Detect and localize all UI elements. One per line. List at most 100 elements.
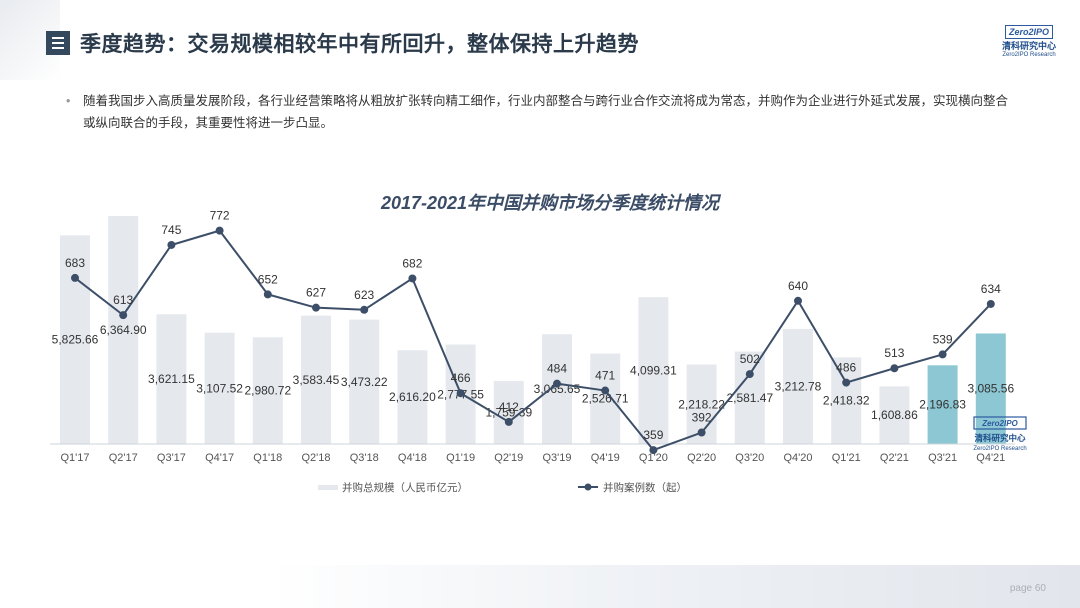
bar-value-label-5: 3,583.45 — [293, 373, 340, 387]
x-tick-label-12: Q1'20 — [639, 452, 668, 464]
line-point-5 — [312, 303, 320, 312]
x-tick-label-10: Q3'19 — [542, 452, 571, 464]
line-value-label-11: 471 — [595, 369, 615, 383]
x-tick-label-14: Q3'20 — [735, 452, 764, 464]
x-tick-label-17: Q2'21 — [880, 452, 909, 464]
bullet-text: 随着我国步入高质量发展阶段，各行业经营策略将从粗放扩张转向精工细作，行业内部整合… — [83, 94, 1009, 130]
x-tick-label-11: Q4'19 — [591, 452, 620, 464]
bar-7 — [397, 350, 428, 444]
x-tick-label-3: Q4'17 — [205, 452, 234, 464]
line-value-label-0: 683 — [65, 256, 85, 270]
line-value-label-2: 745 — [161, 223, 181, 237]
line-value-label-9: 412 — [499, 400, 519, 414]
bar-12 — [638, 297, 669, 444]
logo-name-en: Zero2IPO Research — [1002, 52, 1056, 58]
legend-bar-swatch — [318, 485, 338, 490]
bar-value-label-11: 2,526.71 — [582, 392, 629, 406]
bar-16 — [831, 357, 862, 444]
line-value-label-6: 623 — [354, 288, 374, 302]
bar-6 — [349, 319, 380, 444]
bar-2 — [156, 314, 187, 444]
line-point-11 — [601, 386, 610, 395]
line-point-4 — [263, 290, 272, 299]
slide-header: 季度趋势：交易规模相较年中有所回升，整体保持上升趋势 — [46, 28, 639, 58]
x-tick-label-9: Q2'19 — [494, 452, 523, 464]
line-value-label-3: 772 — [210, 209, 230, 223]
chart-watermark-logo-en: Zero2IPO Research — [973, 446, 1026, 452]
bar-14 — [734, 351, 765, 444]
x-tick-label-18: Q3'21 — [928, 452, 957, 464]
bar-10 — [542, 334, 572, 444]
line-value-label-1: 613 — [113, 293, 133, 307]
bar-value-label-1: 6,364.90 — [100, 323, 147, 337]
line-value-label-8: 466 — [451, 371, 471, 385]
line-point-12 — [649, 446, 658, 455]
line-point-9 — [504, 417, 513, 426]
x-tick-label-8: Q1'19 — [446, 452, 475, 464]
line-point-10 — [553, 379, 561, 388]
bar-value-label-18: 2,196.83 — [919, 398, 966, 412]
line-point-0 — [71, 273, 79, 282]
chart-title: 2017-2021年中国并购市场分季度统计情况 — [380, 193, 720, 213]
line-value-label-19: 634 — [981, 282, 1001, 296]
bar-value-label-0: 5,825.66 — [52, 333, 99, 347]
bar-15 — [783, 328, 813, 444]
line-point-3 — [215, 226, 224, 235]
bar-value-label-15: 3,212.78 — [775, 379, 822, 393]
bar-19 — [975, 333, 1006, 444]
menu-icon — [46, 31, 70, 55]
line-point-6 — [360, 305, 369, 314]
line-point-17 — [890, 364, 899, 373]
logo-mark: Zero2IPO — [1004, 25, 1053, 39]
bar-value-label-4: 2,980.72 — [244, 384, 291, 398]
bar-4 — [252, 337, 283, 444]
bar-value-label-7: 2,616.20 — [389, 390, 436, 404]
bar-value-label-13: 2,218.22 — [678, 397, 725, 411]
x-tick-label-7: Q4'18 — [398, 452, 427, 464]
x-tick-label-6: Q3'18 — [350, 452, 379, 464]
bar-value-label-3: 3,107.52 — [196, 381, 243, 395]
bar-value-label-16: 2,418.32 — [823, 394, 870, 408]
x-tick-label-0: Q1'17 — [60, 452, 89, 464]
line-value-label-15: 640 — [788, 279, 808, 293]
legend-line-label: 并购案例数（起） — [603, 481, 687, 494]
line-point-16 — [842, 378, 851, 387]
line-point-19 — [986, 299, 995, 308]
logo-name-cn: 清科研究中心 — [1001, 41, 1056, 51]
legend-line-marker — [584, 483, 592, 491]
line-point-18 — [938, 350, 947, 359]
line-value-label-10: 484 — [547, 362, 567, 376]
bullet-paragraph: • 随着我国步入高质量发展阶段，各行业经营策略将从粗放扩张转向精工细作，行业内部… — [66, 90, 1016, 134]
x-tick-label-2: Q3'17 — [157, 452, 186, 464]
line-value-label-13: 392 — [692, 411, 712, 425]
x-tick-label-5: Q2'18 — [301, 452, 330, 464]
x-tick-label-15: Q4'20 — [783, 452, 812, 464]
bar-17 — [879, 386, 910, 444]
line-point-14 — [745, 370, 754, 379]
line-point-1 — [119, 311, 128, 320]
brand-logo: Zero2IPO 清科研究中心 Zero2IPO Research — [998, 22, 1060, 59]
bar-5 — [301, 315, 331, 444]
chart-watermark-logo-mark: Zero2IPO — [981, 419, 1018, 428]
x-tick-label-13: Q2'20 — [687, 452, 716, 464]
line-value-label-16: 486 — [836, 361, 856, 375]
line-value-label-17: 513 — [884, 346, 904, 360]
bar-18 — [927, 365, 958, 444]
bar-9 — [493, 380, 524, 444]
bar-0 — [60, 235, 90, 444]
slide-title: 季度趋势：交易规模相较年中有所回升，整体保持上升趋势 — [80, 33, 639, 56]
x-tick-label-1: Q2'17 — [109, 452, 138, 464]
bar-value-label-12: 4,099.31 — [630, 364, 677, 378]
bar-11 — [590, 353, 621, 444]
chart-watermark-logo-box — [973, 416, 1027, 430]
legend-bar-label: 并购总规模（人民币亿元） — [342, 481, 468, 494]
line-value-label-4: 652 — [258, 272, 278, 286]
page-number: page 60 — [1009, 583, 1046, 594]
line-value-label-12: 359 — [643, 428, 663, 442]
x-tick-label-19: Q4'21 — [976, 452, 1005, 464]
line-point-7 — [408, 274, 417, 283]
line-value-label-5: 627 — [306, 286, 326, 300]
line-value-label-14: 502 — [740, 352, 760, 366]
line-value-label-7: 682 — [402, 256, 422, 270]
